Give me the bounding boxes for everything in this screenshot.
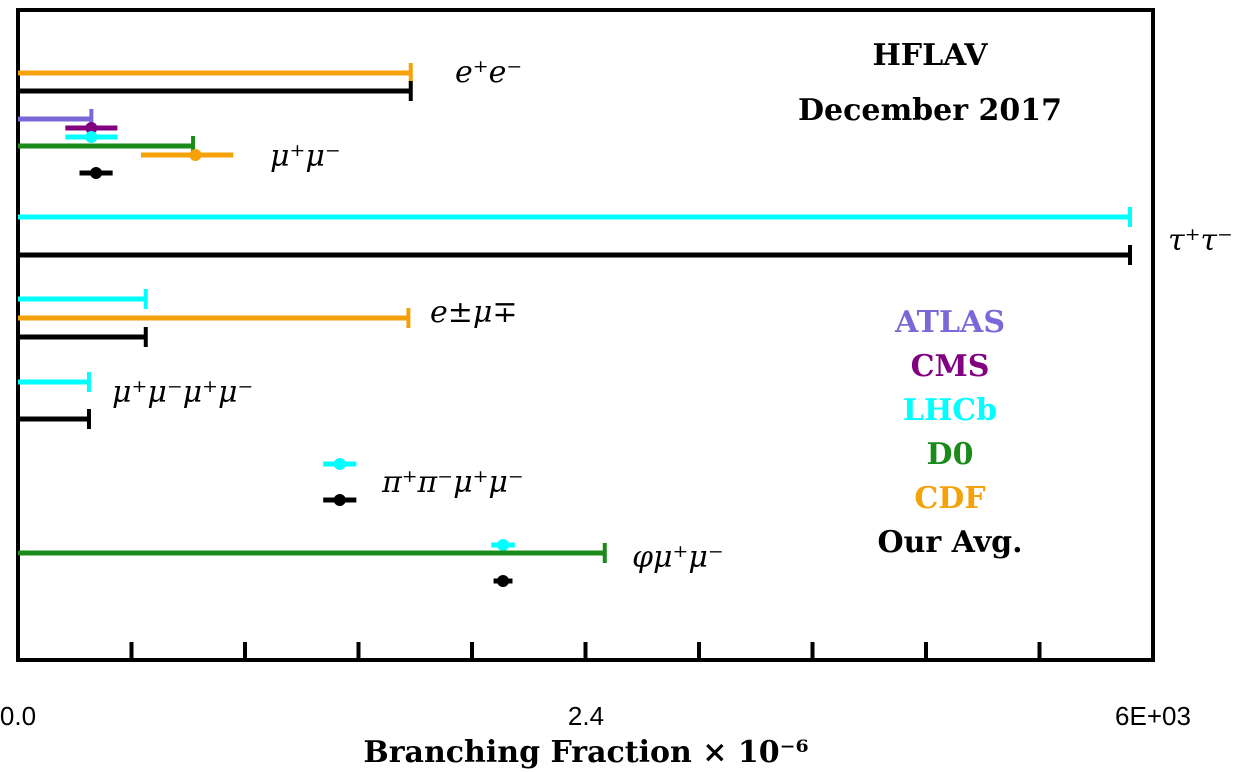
decay-labels: e⁺e⁻ μ⁺μ⁻ τ⁺τ⁻ e±μ∓ μ⁺μ⁻μ⁺μ⁻ π⁺π⁻μ⁺μ⁻ φμ⁺μ⁻ <box>112 55 1233 575</box>
legend-item-d0: D0 <box>927 437 974 472</box>
decay-label-2: τ⁺τ⁻ <box>1168 223 1233 258</box>
data-point-our-avg <box>90 167 103 179</box>
legend-item-cdf: CDF <box>914 481 985 516</box>
x-axis-label: Branching Fraction × 10⁻⁶ <box>363 735 808 770</box>
data-point-lhcb <box>497 539 510 551</box>
data-point-our-avg <box>497 575 510 587</box>
data-point-lhcb <box>333 458 346 470</box>
chart-subtitle: December 2017 <box>798 93 1062 128</box>
decay-label-3: e±μ∓ <box>430 295 518 330</box>
decay-label-1: μ⁺μ⁻ <box>270 139 341 174</box>
x-axis-ticks <box>16 642 1155 660</box>
legend-item-lhcb: LHCb <box>903 393 997 428</box>
chart-title: HFLAV <box>872 38 988 73</box>
tick-label-1: 2.4 <box>568 701 604 731</box>
data-point-cms <box>85 122 98 134</box>
data-point-lhcb <box>85 131 98 143</box>
data-point-cdf <box>189 149 202 161</box>
legend-item-avg: Our Avg. <box>877 525 1022 560</box>
legend: ATLAS CMS LHCb D0 CDF Our Avg. <box>877 305 1022 560</box>
decay-label-6: φμ⁺μ⁻ <box>632 540 724 575</box>
decay-label-5: π⁺π⁻μ⁺μ⁻ <box>381 465 524 500</box>
tick-label-0: 0.0 <box>0 701 36 731</box>
tick-label-2: 6E+03 <box>1115 701 1191 731</box>
legend-item-cms: CMS <box>911 349 990 384</box>
decay-label-0: e⁺e⁻ <box>455 55 522 90</box>
data-point-our-avg <box>333 494 346 506</box>
decay-label-4: μ⁺μ⁻μ⁺μ⁻ <box>112 375 253 410</box>
data-series <box>18 63 1133 587</box>
legend-item-atlas: ATLAS <box>894 305 1005 340</box>
